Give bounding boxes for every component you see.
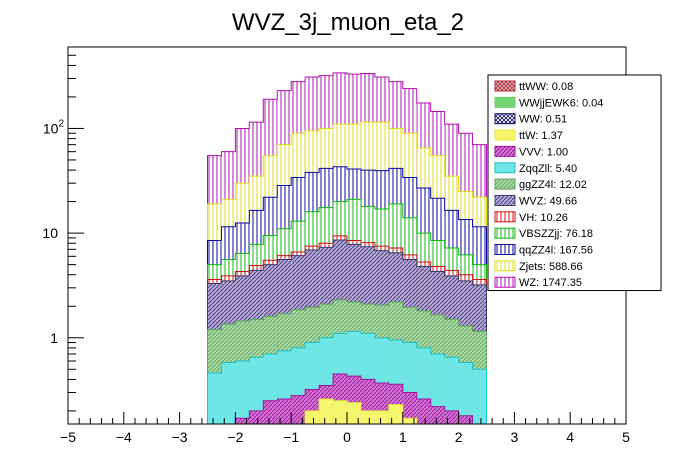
- legend: ttWW: 0.08 WWjjEWK6: 0.04 WW: 0.51 ttW: 1.3…: [487, 74, 662, 292]
- legend-label: ttWW: 0.08: [519, 81, 573, 93]
- bar: [388, 404, 403, 424]
- bar: [374, 410, 389, 424]
- legend-label: WVZ: 49.66: [519, 195, 577, 207]
- legend-swatch: [494, 113, 516, 125]
- legend-label: VH: 10.26: [519, 212, 568, 224]
- x-tick-label: −3: [172, 429, 188, 445]
- x-tick-label: 2: [455, 429, 463, 445]
- bar: [235, 418, 250, 424]
- bar: [444, 410, 459, 424]
- x-tick-label: 5: [622, 429, 630, 445]
- y-tick-label: 1: [50, 330, 58, 346]
- x-tick-label: 4: [566, 429, 574, 445]
- bar: [207, 373, 222, 424]
- bar: [458, 362, 473, 424]
- bar: [249, 357, 264, 424]
- bar: [402, 418, 417, 424]
- x-tick-label: −2: [227, 429, 243, 445]
- bar: [249, 410, 264, 424]
- legend-label: qqZZ4l: 167.56: [519, 245, 593, 257]
- bar: [319, 399, 334, 424]
- x-tick-label: 1: [399, 429, 407, 445]
- legend-label: ggZZ4l: 12.02: [519, 179, 587, 191]
- series-ttw-bars: [207, 398, 487, 425]
- x-tick-label: −1: [283, 429, 299, 445]
- bar: [263, 400, 278, 424]
- x-tick-label: −5: [60, 429, 76, 445]
- bar: [305, 410, 320, 424]
- legend-label: ttW: 1.37: [519, 130, 563, 142]
- x-tick-label: −4: [116, 429, 132, 445]
- bar: [402, 392, 417, 424]
- bar: [360, 410, 375, 424]
- legend-swatch: [494, 178, 516, 190]
- bar: [333, 400, 347, 424]
- y-tick-label: 10: [42, 225, 58, 241]
- series-outline: [207, 373, 487, 425]
- legend-label: WW: 0.51: [519, 114, 567, 126]
- bar: [458, 415, 473, 424]
- legend-swatch: [494, 80, 516, 92]
- series-outline: [207, 235, 487, 424]
- series-outline: [207, 299, 487, 424]
- series-outline: [207, 72, 487, 424]
- bar: [444, 357, 459, 424]
- bar: [277, 399, 292, 424]
- series-outline: [207, 166, 487, 424]
- legend-swatch: [494, 244, 516, 255]
- legend-box: [487, 74, 662, 292]
- series-outline: [207, 239, 487, 424]
- bar: [416, 399, 431, 424]
- series-outline: [207, 121, 487, 424]
- legend-swatch: [494, 162, 516, 174]
- series-outline: [207, 198, 487, 424]
- x-tick-label: 3: [511, 429, 519, 445]
- chart-title: WVZ_3j_muon_eta_2: [232, 9, 464, 36]
- series-outline: [207, 330, 487, 424]
- legend-swatch: [494, 145, 516, 157]
- x-tick-label: 0: [343, 429, 351, 445]
- bar: [291, 395, 306, 424]
- legend-label: VBSZZjj: 76.18: [519, 228, 593, 240]
- legend-label: WZ: 1747.35: [519, 277, 582, 289]
- legend-swatch: [494, 260, 516, 272]
- legend-swatch: [494, 227, 516, 239]
- y-tick-exponent: 2: [58, 118, 64, 129]
- legend-swatch: [494, 276, 516, 288]
- bar: [347, 402, 361, 424]
- bar: [221, 362, 236, 424]
- histogram-bars: [207, 72, 487, 425]
- legend-label: WWjjEWK6: 0.04: [519, 97, 603, 109]
- bar: [235, 360, 250, 424]
- legend-label: ZqqZll: 5.40: [519, 163, 577, 175]
- legend-swatch: [494, 211, 516, 223]
- legend-swatch: [494, 129, 516, 141]
- legend-swatch: [494, 96, 516, 108]
- legend-label: Zjets: 588.66: [519, 261, 583, 273]
- legend-swatch: [494, 194, 516, 206]
- legend-label: VVV: 1.00: [519, 146, 568, 158]
- bar: [472, 369, 487, 424]
- bar: [430, 406, 445, 424]
